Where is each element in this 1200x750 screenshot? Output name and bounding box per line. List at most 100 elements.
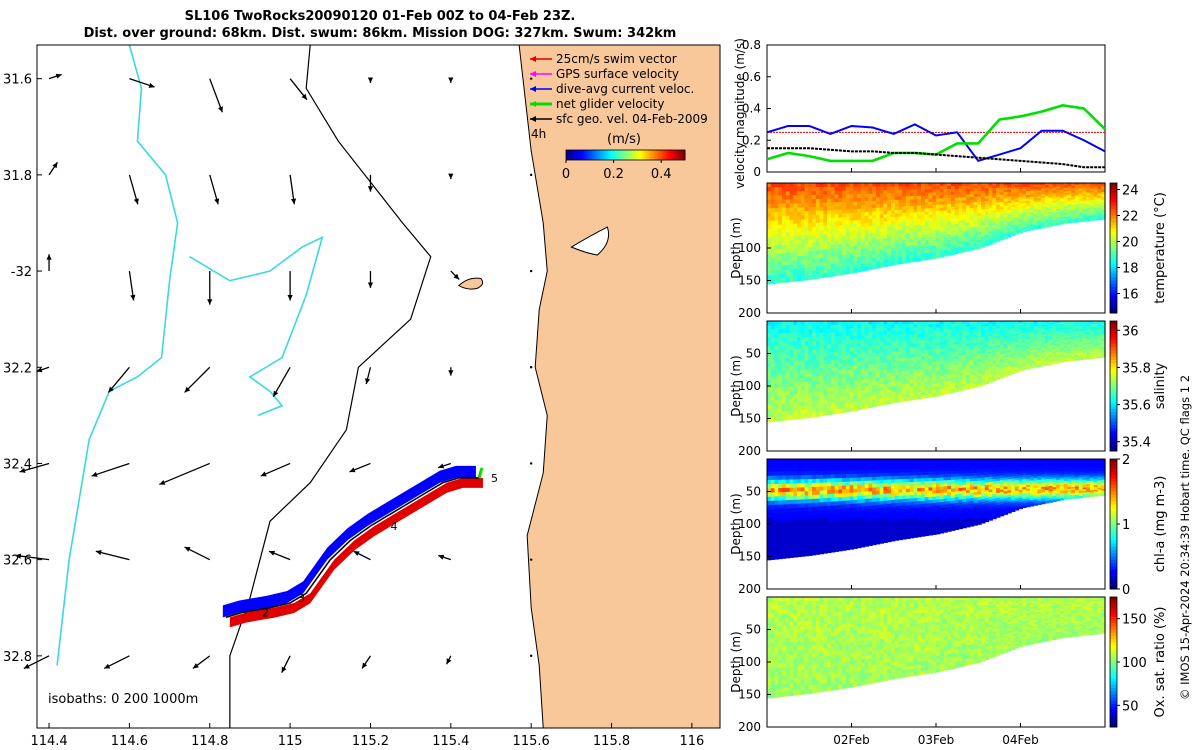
section-cell [909, 245, 915, 250]
section-colorbar-cell [1110, 418, 1117, 423]
section-cell [1029, 340, 1035, 344]
section-cell [838, 221, 843, 226]
section-cell [804, 345, 809, 350]
section-cell [797, 491, 802, 497]
section-cell [875, 345, 881, 350]
section-cell [905, 397, 911, 401]
section-colorbar-cell [1110, 290, 1117, 294]
section-cell [939, 235, 945, 240]
section-cell [981, 225, 986, 229]
section-cell [774, 362, 779, 368]
section-cell [1089, 356, 1095, 359]
section-cell [928, 346, 933, 351]
section-cell [860, 237, 866, 243]
section-cell [898, 189, 903, 194]
section-cell [996, 364, 1001, 368]
section-cell [992, 235, 997, 239]
section-cell [1093, 212, 1099, 215]
colorbar-cell [631, 150, 634, 160]
section-cell [789, 479, 794, 485]
section-cell [1056, 321, 1061, 324]
section-cell [827, 363, 832, 369]
section-cell [977, 345, 982, 349]
section-cell [868, 229, 873, 234]
section-cell [905, 334, 911, 339]
section-cell [988, 323, 993, 327]
section-cell [1033, 365, 1038, 368]
section-cell [872, 247, 877, 252]
section-cell [887, 213, 892, 219]
section-cell [1093, 337, 1099, 341]
section-cell [920, 205, 926, 210]
section-cell [943, 327, 948, 331]
section-cell [815, 348, 821, 354]
section-cell [943, 201, 948, 205]
section-cell [834, 232, 839, 238]
section-cell [1059, 331, 1065, 334]
section-cell [890, 378, 896, 383]
colorbar-cell [629, 150, 632, 160]
section-cell [902, 390, 907, 395]
section-cell [872, 324, 877, 329]
section-cell [770, 400, 776, 406]
section-cell [932, 208, 937, 212]
section-cell [838, 236, 843, 241]
section-cell [804, 463, 809, 468]
section-cell [981, 206, 986, 211]
section-cell [932, 361, 937, 366]
section-cell [894, 183, 900, 187]
surface-vector-head [367, 186, 374, 192]
section-cell [1011, 233, 1016, 236]
section-cell [951, 380, 956, 384]
section-cell [875, 377, 881, 382]
section-cell [793, 487, 798, 493]
section-cell [1037, 324, 1042, 328]
surface-vector [272, 366, 291, 397]
section-cell [860, 223, 866, 228]
section-cell [924, 343, 930, 348]
section-cell [1029, 186, 1035, 190]
section-cell [966, 346, 971, 350]
section-cell [992, 237, 997, 241]
section-cell [1044, 342, 1050, 346]
section-cell [774, 463, 779, 468]
section-cell [1033, 206, 1038, 209]
section-colorbar-cell [1110, 369, 1117, 374]
section-cell [905, 360, 911, 365]
colorbar-cell [639, 150, 642, 160]
section-cell [857, 260, 862, 265]
section-cell [853, 190, 858, 195]
section-cell [830, 229, 836, 234]
section-cell [984, 209, 990, 213]
section-cell [770, 471, 776, 477]
section-cell [951, 341, 956, 346]
section-cell [962, 355, 967, 359]
colorbar-cell [667, 150, 670, 160]
section-cell [767, 459, 772, 464]
colorbar-cell [605, 150, 609, 160]
section-cell [864, 375, 869, 380]
section-cell [823, 261, 828, 266]
section-cell [1044, 212, 1050, 215]
section-cell [1007, 372, 1012, 376]
section-cell [1067, 322, 1072, 325]
section-cell [793, 503, 798, 509]
section-cell [879, 338, 885, 343]
section-cell [823, 230, 828, 235]
section-cell [789, 487, 794, 493]
section-cell [812, 486, 817, 492]
section-cell [797, 219, 802, 225]
section-cell [954, 218, 960, 222]
section-cell [924, 321, 930, 325]
section-cell [887, 331, 892, 336]
section-cell [1026, 330, 1031, 334]
section-cell [966, 245, 971, 249]
section-cell [767, 350, 772, 356]
section-cell [966, 332, 971, 336]
section-cell [1037, 338, 1042, 341]
section-cell [1063, 334, 1069, 337]
section-cell [951, 224, 956, 229]
section-cell [834, 378, 839, 384]
section-cell [1048, 322, 1054, 326]
section-cell [849, 246, 854, 252]
